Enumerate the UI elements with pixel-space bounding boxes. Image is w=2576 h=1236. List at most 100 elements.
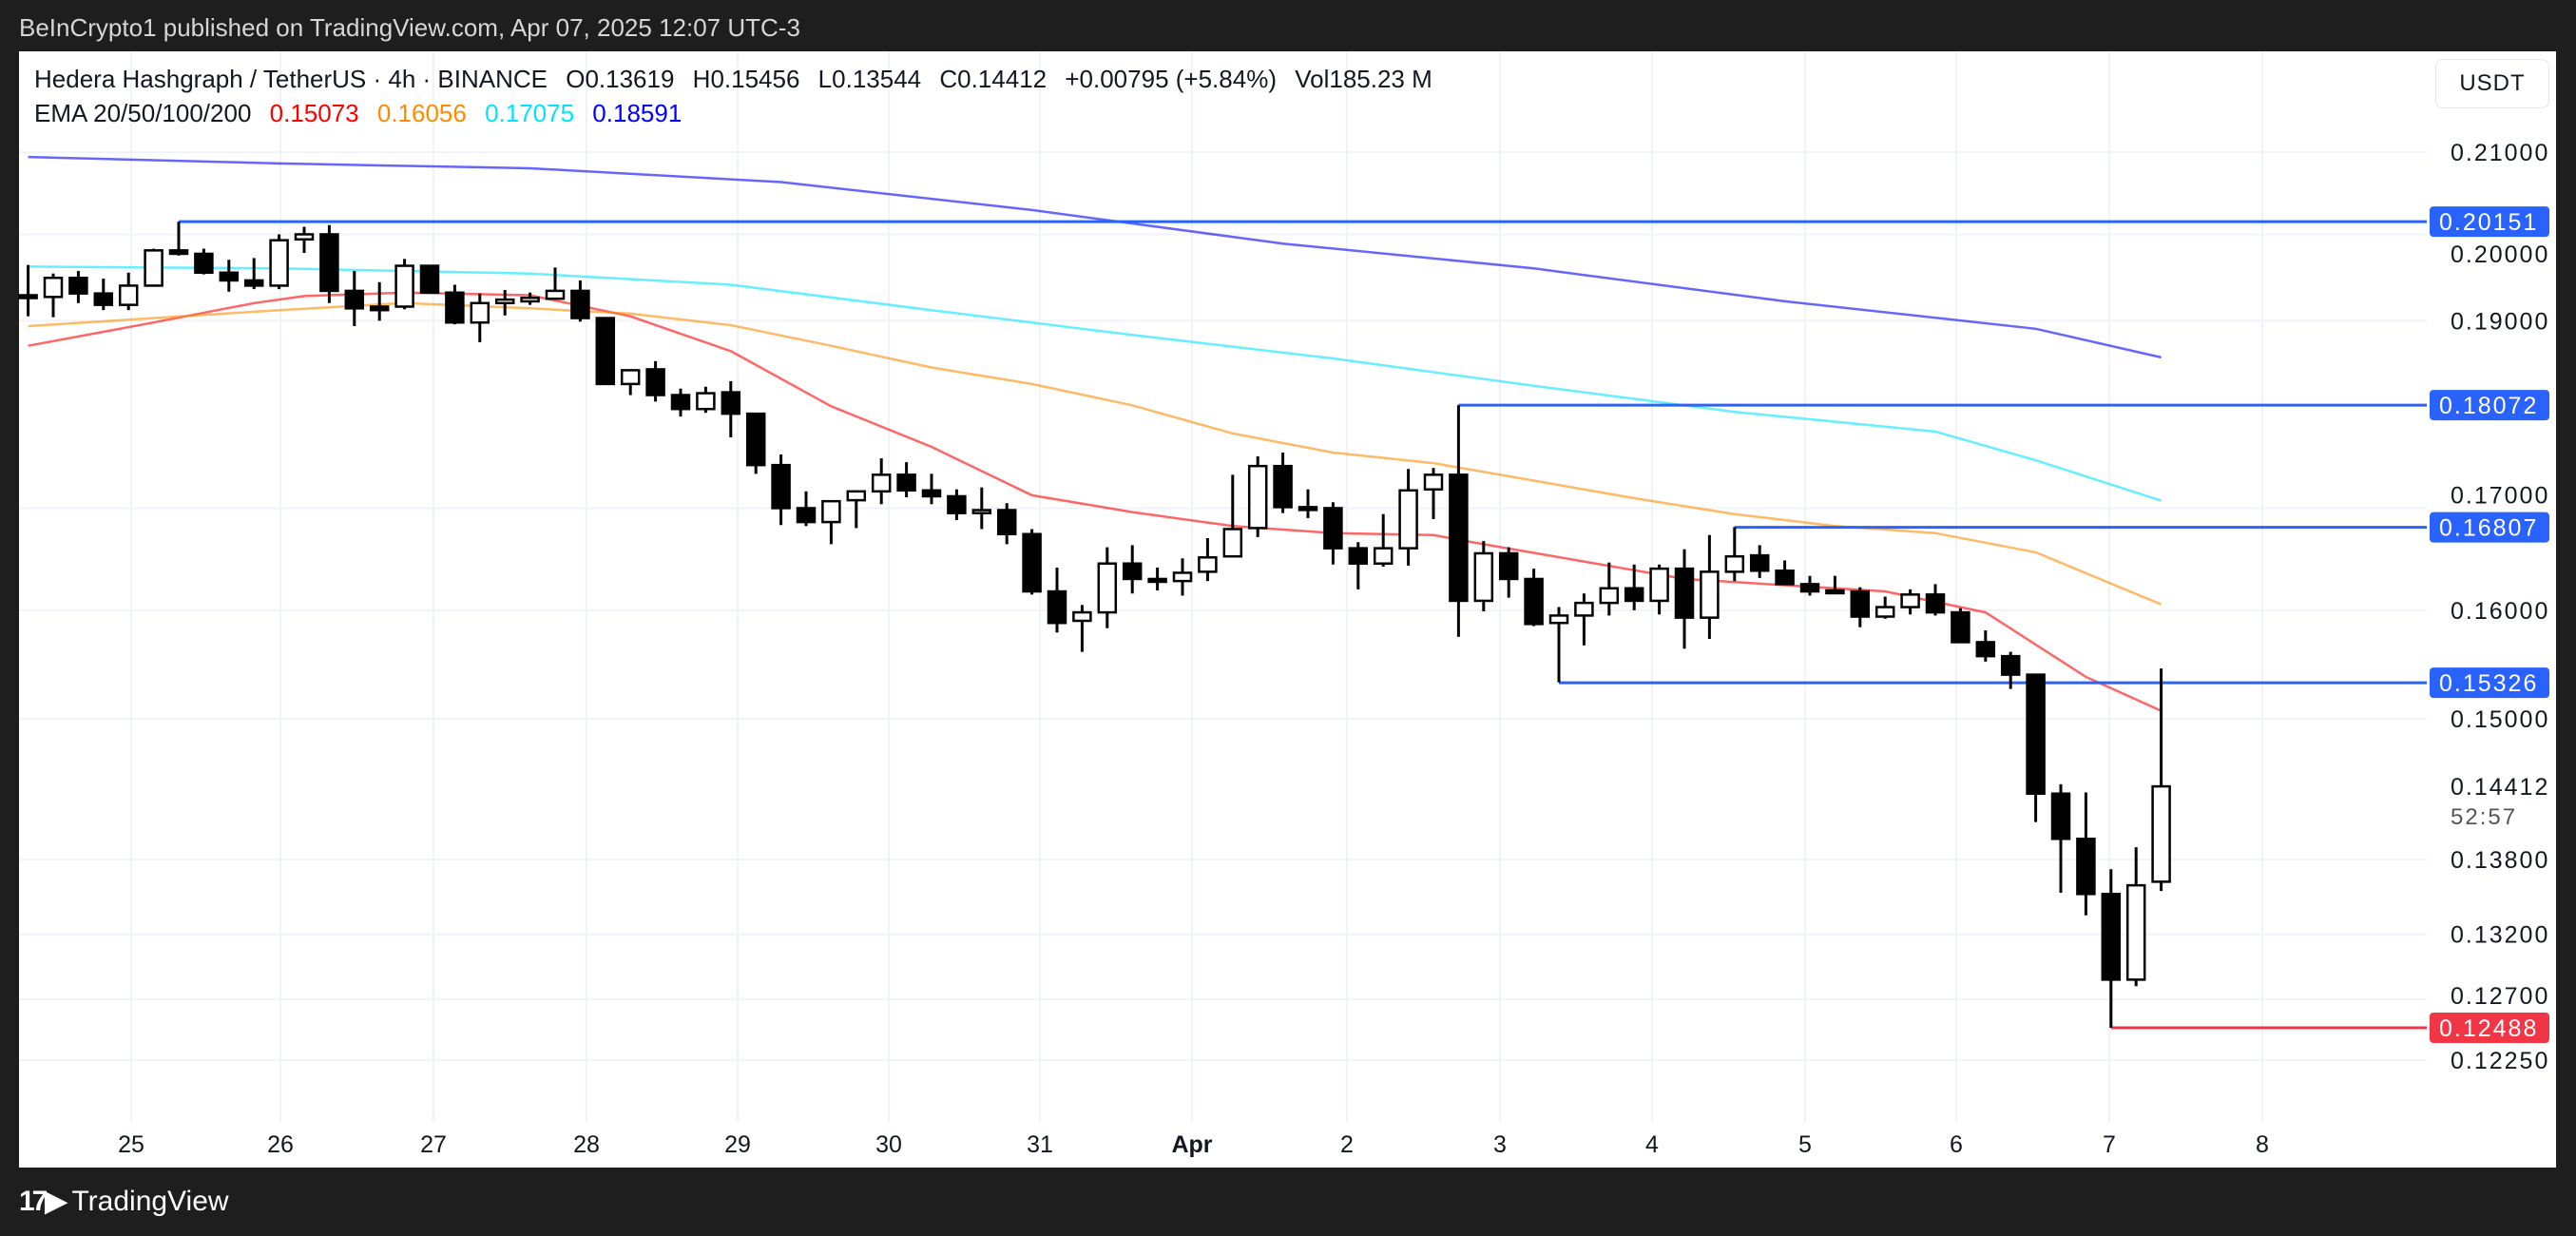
ema100-value: 0.17075 bbox=[485, 99, 575, 127]
candle bbox=[620, 369, 641, 396]
candle-body-down bbox=[445, 291, 465, 324]
candle bbox=[896, 462, 916, 498]
candle-body-down bbox=[1524, 577, 1544, 626]
horizontal-levels[interactable]: 0.20151 0.18072 0.16807 0.15326 0.12488 bbox=[179, 206, 2549, 1044]
candle bbox=[871, 458, 892, 505]
candle-body-up bbox=[2125, 883, 2146, 981]
candle-body-up bbox=[2151, 784, 2171, 883]
candle bbox=[2000, 651, 2021, 689]
candle bbox=[1900, 589, 1920, 615]
candle bbox=[1524, 569, 1544, 627]
candle-body-down bbox=[68, 276, 88, 295]
candle-body-down bbox=[1449, 473, 1469, 603]
level-0.16807[interactable]: 0.16807 bbox=[1734, 512, 2549, 543]
candle bbox=[1498, 547, 1519, 598]
ohlc-low: L0.13544 bbox=[817, 65, 922, 93]
candle-body-down bbox=[93, 292, 114, 306]
candle-body-down bbox=[344, 289, 365, 310]
candle-body-down bbox=[243, 279, 264, 287]
candle-body-down bbox=[168, 249, 189, 256]
current-price-label: 0.14412 bbox=[2451, 774, 2549, 801]
candle bbox=[1273, 452, 1293, 513]
candle-body-up bbox=[294, 233, 315, 241]
candle-body-up bbox=[144, 249, 163, 287]
candle-body-down bbox=[1825, 589, 1845, 595]
candle bbox=[18, 264, 38, 317]
candle-body-up bbox=[1247, 464, 1268, 530]
level-price-badge bbox=[2430, 390, 2549, 421]
candle-body-down bbox=[745, 412, 766, 467]
candle bbox=[2151, 668, 2171, 892]
time-tick-label: 31 bbox=[1027, 1131, 1053, 1158]
candle-body-down bbox=[1749, 553, 1770, 572]
candle-body-down bbox=[194, 252, 214, 275]
candle bbox=[1172, 558, 1193, 596]
price-tick-label: 0.20000 bbox=[2451, 241, 2549, 268]
grid bbox=[19, 51, 2427, 1122]
time-tick-label: 8 bbox=[2256, 1131, 2269, 1158]
candle-body-down bbox=[1850, 589, 1871, 618]
currency-button[interactable]: USDT bbox=[2435, 59, 2549, 108]
candle bbox=[595, 317, 616, 386]
candle-body-down bbox=[1022, 532, 1042, 593]
candle-body-up bbox=[1172, 571, 1193, 583]
candle-body-down bbox=[1775, 570, 1795, 586]
price-tick-label: 0.21000 bbox=[2451, 140, 2549, 166]
candle-body-down bbox=[947, 494, 967, 514]
ohlc-open: O0.13619 bbox=[566, 65, 675, 93]
candle bbox=[1047, 568, 1067, 633]
candle bbox=[1449, 405, 1469, 637]
tradingview-logo-icon: 17▶ bbox=[19, 1186, 67, 1217]
candle bbox=[2026, 673, 2046, 822]
candle-body-down bbox=[771, 463, 791, 510]
candle-body-down bbox=[796, 507, 817, 524]
candle-body-up bbox=[971, 509, 992, 514]
level-0.20151[interactable]: 0.20151 bbox=[179, 206, 2549, 238]
candle bbox=[1624, 564, 1644, 610]
candle-body-up bbox=[1724, 554, 1745, 573]
candle-body-up bbox=[1599, 587, 1620, 605]
candle-body-up bbox=[1900, 593, 1920, 608]
ema-legend: EMA 20/50/100/200 0.15073 0.16056 0.1707… bbox=[34, 99, 693, 128]
ema20-value: 0.15073 bbox=[269, 99, 359, 127]
time-tick-label: 30 bbox=[875, 1131, 902, 1158]
candle bbox=[1097, 547, 1118, 628]
level-price-badge bbox=[2430, 1013, 2549, 1044]
tradingview-logo[interactable]: 17▶ TradingView bbox=[19, 1185, 229, 1218]
candle bbox=[1700, 534, 1720, 640]
level-0.12488[interactable]: 0.12488 bbox=[2110, 1013, 2549, 1044]
candle-body-down bbox=[1047, 589, 1067, 625]
level-0.15326[interactable]: 0.15326 bbox=[1559, 667, 2549, 699]
candle bbox=[771, 454, 791, 526]
candle bbox=[1548, 607, 1569, 683]
candle bbox=[1649, 564, 1669, 615]
candle-body-down bbox=[1799, 583, 1820, 593]
candle-body-up bbox=[821, 499, 841, 524]
candle-body-up bbox=[1423, 473, 1444, 491]
candle bbox=[194, 248, 214, 275]
candle-body-down bbox=[1624, 587, 1644, 603]
candle-body-down bbox=[1348, 547, 1369, 565]
level-0.18072[interactable]: 0.18072 bbox=[1458, 390, 2549, 421]
candle bbox=[1122, 545, 1143, 594]
candle-body-up bbox=[494, 298, 515, 305]
candle bbox=[1674, 549, 1695, 649]
ema-label[interactable]: EMA 20/50/100/200 bbox=[34, 99, 252, 127]
time-tick-label: 6 bbox=[1950, 1131, 1963, 1158]
price-axis[interactable]: 0.21000 0.20000 0.19000 0.17000 0.16000 0.150… bbox=[2451, 140, 2549, 1074]
candle bbox=[1951, 608, 1970, 644]
candle-body-down bbox=[1951, 610, 1970, 644]
candle bbox=[470, 293, 490, 342]
symbol-title[interactable]: Hedera Hashgraph / TetherUS · 4h · BINAN… bbox=[34, 65, 548, 93]
candle bbox=[369, 281, 390, 321]
candle bbox=[494, 290, 515, 316]
candle bbox=[1599, 562, 1620, 616]
time-axis[interactable]: 25 26 27 28 29 30 31 Apr 2 3 4 5 6 7 8 bbox=[118, 1131, 2269, 1158]
candle bbox=[971, 487, 992, 530]
ohlc-close: C0.14412 bbox=[939, 65, 1048, 93]
candle-body-down bbox=[2076, 838, 2096, 896]
candle bbox=[1198, 537, 1218, 582]
candle bbox=[1323, 502, 1343, 565]
candle bbox=[696, 386, 716, 414]
